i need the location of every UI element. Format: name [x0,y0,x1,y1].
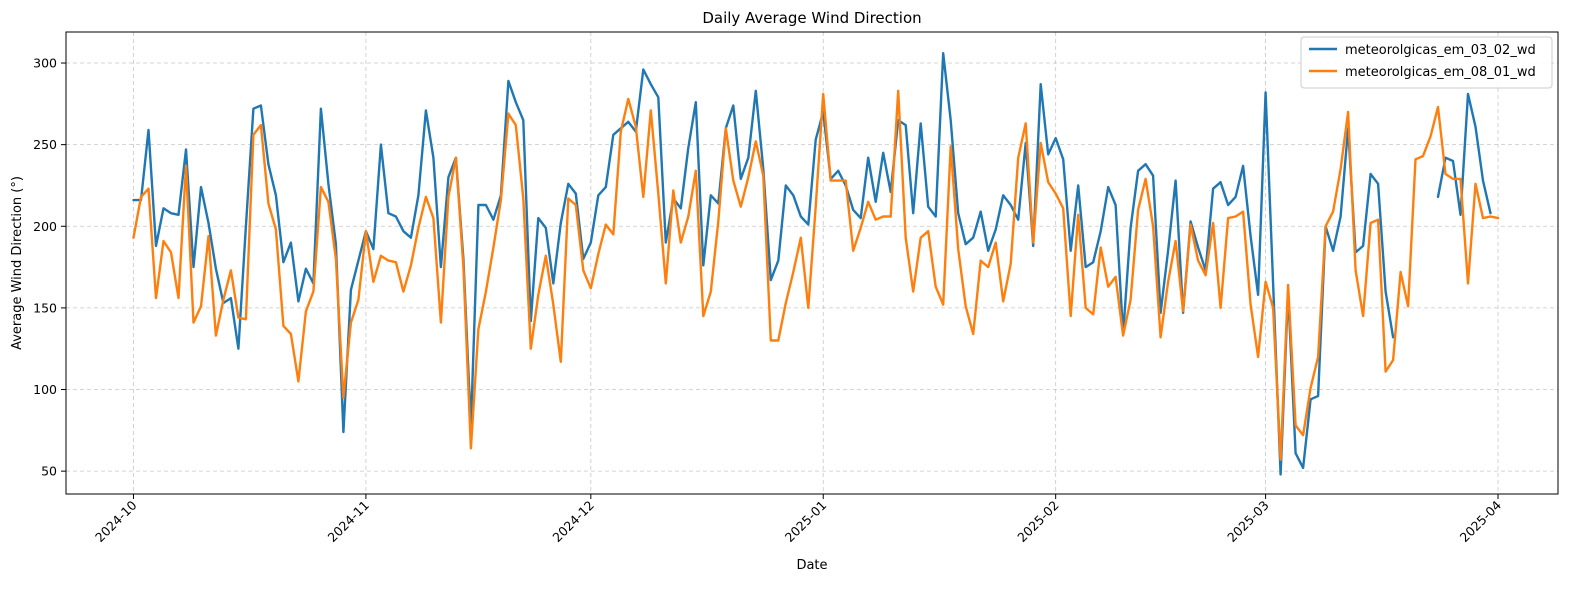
x-axis: 2024-10 2024-11 2024-12 2025-01 2025-02 2025-… [92,494,1504,545]
x-tick-label: 2025-04 [1457,497,1505,545]
y-axis: 50 100 150 200 250 300 [33,56,66,479]
y-tick-label: 300 [33,56,57,71]
chart-title: Daily Average Wind Direction [702,9,921,27]
series-line-2 [132,89,1500,461]
legend-box [1300,36,1553,89]
y-tick-label: 250 [33,137,57,152]
series-line-1 [132,52,1492,476]
legend: meteorolgicas_em_03_02_wd meteorolgicas_… [1300,36,1553,89]
x-tick-label: 2024-11 [324,498,372,546]
legend-label-series-1: meteorolgicas_em_03_02_wd [1345,43,1536,58]
y-tick-label: 100 [33,382,57,397]
x-axis-label: Date [796,558,827,573]
x-tick-label: 2024-10 [92,497,140,545]
y-tick-label: 200 [33,219,57,234]
series-lines [132,52,1500,476]
x-tick-label: 2025-01 [782,498,830,546]
y-axis-label: Average Wind Direction (°) [10,176,25,350]
x-tick-label: 2025-02 [1014,498,1062,546]
x-tick-label: 2024-12 [549,498,597,546]
y-tick-label: 50 [41,464,57,479]
y-tick-label: 150 [33,300,57,315]
plot-frame [65,31,1559,495]
x-tick-label: 2025-03 [1224,498,1272,546]
legend-label-series-2: meteorolgicas_em_08_01_wd [1345,65,1536,80]
